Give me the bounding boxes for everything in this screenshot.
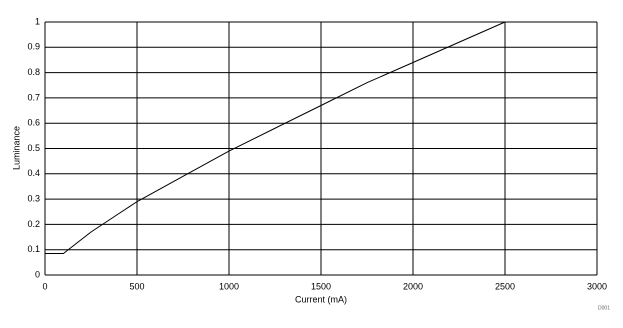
- y-tick-label: 0: [35, 269, 40, 279]
- y-tick-label: 0.3: [27, 193, 40, 203]
- x-tick-label: 3000: [587, 281, 607, 291]
- y-tick-label: 0.7: [27, 92, 40, 102]
- figure-note: D001: [598, 305, 610, 311]
- x-tick-label: 0: [42, 281, 47, 291]
- y-tick-label: 0.5: [27, 143, 40, 153]
- x-tick-label: 500: [129, 281, 144, 291]
- y-tick-label: 0.8: [27, 67, 40, 77]
- y-tick-label: 1: [35, 16, 40, 26]
- y-tick-label: 0.1: [27, 244, 40, 254]
- y-axis-label: Luminance: [11, 126, 21, 170]
- y-tick-label: 0.9: [27, 42, 40, 52]
- x-tick-label: 1000: [219, 281, 239, 291]
- x-axis-label: Current (mA): [295, 294, 347, 304]
- y-tick-label: 0.4: [27, 168, 40, 178]
- data-line: [45, 21, 506, 254]
- x-tick-label: 2500: [495, 281, 515, 291]
- y-tick-label: 0.6: [27, 118, 40, 128]
- y-tick-label: 0.2: [27, 219, 40, 229]
- x-tick-label: 1500: [311, 281, 331, 291]
- x-tick-label: 2000: [403, 281, 423, 291]
